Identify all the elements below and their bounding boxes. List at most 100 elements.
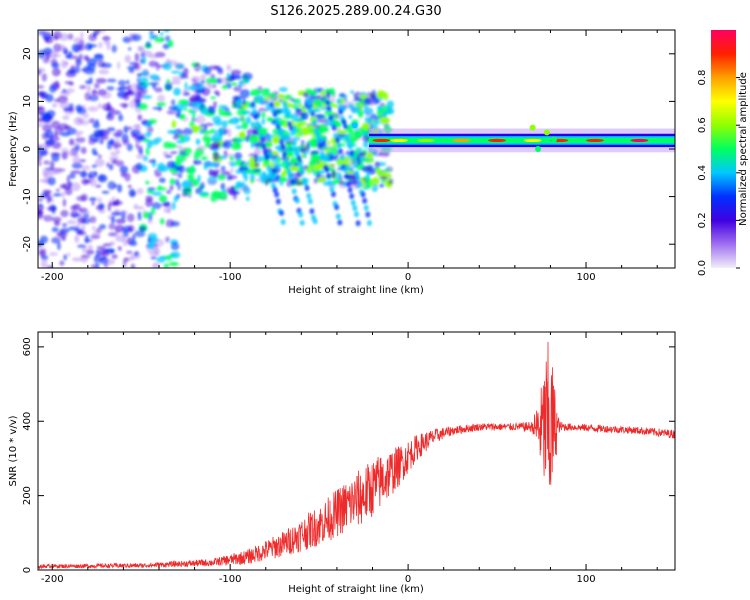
spectrogram-cell bbox=[145, 41, 151, 48]
snr-xtick-label: 0 bbox=[405, 574, 411, 585]
spectrogram-cell bbox=[126, 66, 137, 70]
spectrogram-cell bbox=[40, 193, 48, 199]
spectrogram-cell bbox=[262, 149, 268, 156]
spectrogram-cell bbox=[376, 90, 387, 100]
ridge-blob bbox=[529, 124, 536, 131]
spectrogram-cell bbox=[111, 254, 118, 260]
spectrogram-cell bbox=[51, 62, 60, 69]
spectrogram-cell bbox=[57, 96, 61, 104]
spectrogram-cell bbox=[238, 183, 243, 188]
spectrogram-cell bbox=[311, 119, 317, 126]
spectrogram-cell bbox=[331, 170, 336, 179]
spectrogram-cell bbox=[127, 184, 132, 189]
spectrogram-cell bbox=[321, 103, 327, 108]
spectrogram-cell bbox=[89, 197, 97, 202]
spectrogram-cell bbox=[96, 245, 106, 250]
spectrogram-cell bbox=[223, 112, 233, 117]
spectrogram-cell bbox=[59, 260, 65, 266]
spectrogram-cell bbox=[67, 33, 74, 40]
spectrogram-cell bbox=[280, 143, 286, 150]
spectrogram-cell bbox=[200, 156, 208, 161]
spectrogram-cell bbox=[163, 207, 171, 213]
spectrogram-cell bbox=[177, 173, 183, 179]
spectrogram-cell bbox=[354, 170, 360, 177]
spectrogram-cell bbox=[49, 160, 55, 170]
spectrogram-cell bbox=[296, 155, 302, 162]
spectrogram-cell bbox=[267, 134, 272, 142]
spectrogram-cell bbox=[207, 106, 216, 115]
spectrogram-cell bbox=[166, 161, 176, 169]
spectrogram-cell bbox=[358, 94, 369, 99]
spectrogram-cell bbox=[92, 32, 97, 39]
spectrogram-cell bbox=[253, 113, 259, 120]
spectrogram-cell bbox=[159, 195, 168, 203]
spectrogram-cell bbox=[239, 89, 251, 98]
snr-xtick-label: -200 bbox=[41, 574, 64, 585]
spectrogram-cell bbox=[345, 150, 350, 156]
spectrogram-cell bbox=[235, 98, 243, 108]
spectrogram-cell bbox=[285, 112, 291, 119]
spectrogram-cell bbox=[134, 52, 140, 62]
spectrogram-cell bbox=[99, 223, 107, 230]
spectrogram-cell bbox=[93, 255, 98, 263]
spectrogram-cell bbox=[94, 262, 100, 268]
spectrogram-cell bbox=[129, 34, 135, 42]
spectrogram-cell bbox=[126, 143, 133, 152]
spectrogram-cell bbox=[50, 198, 55, 203]
spectrogram-cell bbox=[87, 174, 93, 179]
spectrogram-cell bbox=[261, 111, 266, 119]
spectrogram-cell bbox=[109, 241, 116, 246]
spectrogram-xlabel: Height of straight line (km) bbox=[288, 285, 424, 296]
spectrogram-cell bbox=[334, 204, 340, 211]
spectrogram-cell bbox=[129, 99, 136, 109]
spectrogram-cell bbox=[234, 117, 239, 123]
spectrogram-cell bbox=[230, 168, 234, 173]
spectrogram-cell bbox=[190, 164, 195, 174]
spectrogram-cell bbox=[266, 164, 272, 171]
spectrogram-cell bbox=[382, 111, 388, 118]
spectrogram-cell bbox=[126, 250, 133, 255]
spectrogram-cell bbox=[229, 161, 237, 168]
spectrogram-cell bbox=[42, 170, 53, 179]
spectrogram-cell bbox=[130, 253, 141, 260]
spectrogram-cell bbox=[273, 100, 281, 108]
spectrogram-cell bbox=[324, 166, 330, 173]
spectrogram-cell bbox=[295, 108, 304, 117]
spectrogram-cell bbox=[107, 139, 115, 145]
spectrogram-cell bbox=[357, 109, 364, 118]
spectrogram-cell bbox=[337, 219, 343, 226]
spectrogram-cell bbox=[370, 178, 375, 188]
spectrogram-cell bbox=[41, 30, 51, 37]
spectrogram-cell bbox=[118, 86, 129, 91]
spectrogram-cell bbox=[156, 256, 166, 263]
spectrogram-cell bbox=[80, 254, 89, 263]
spectrogram-cell bbox=[171, 99, 176, 106]
spectrogram-cell bbox=[217, 155, 227, 160]
spectrogram-cell bbox=[93, 151, 99, 156]
spectrogram-cell bbox=[289, 157, 299, 166]
spectrogram-cell bbox=[238, 131, 246, 139]
spectrogram-cell bbox=[279, 135, 286, 141]
spectrogram-cell bbox=[342, 166, 348, 173]
spectrogram-cell bbox=[45, 93, 54, 103]
spectrogram-cell bbox=[354, 102, 361, 106]
spectrogram-cell bbox=[89, 216, 97, 224]
spectrogram-cell bbox=[157, 162, 166, 171]
spectrogram-cell bbox=[211, 190, 221, 198]
ridge-hotspot bbox=[452, 138, 471, 143]
spectrogram-cell bbox=[73, 116, 84, 126]
spectrogram-xtick-label: -100 bbox=[219, 272, 242, 283]
spectrogram-cell bbox=[207, 162, 218, 168]
spectrogram-cell bbox=[88, 44, 92, 50]
spectrogram-cell bbox=[62, 88, 67, 93]
spectrogram-cell bbox=[349, 150, 355, 157]
spectrogram-cell bbox=[221, 84, 228, 90]
spectrogram-cell bbox=[118, 113, 124, 122]
spectrogram-cell bbox=[85, 249, 95, 255]
spectrogram-cell bbox=[115, 160, 125, 167]
spectrogram-cell bbox=[285, 147, 296, 152]
spectrogram-cell bbox=[277, 155, 281, 164]
spectrogram-cell bbox=[354, 211, 360, 218]
spectrogram-cell bbox=[169, 183, 174, 191]
spectrogram-cell bbox=[226, 72, 231, 79]
